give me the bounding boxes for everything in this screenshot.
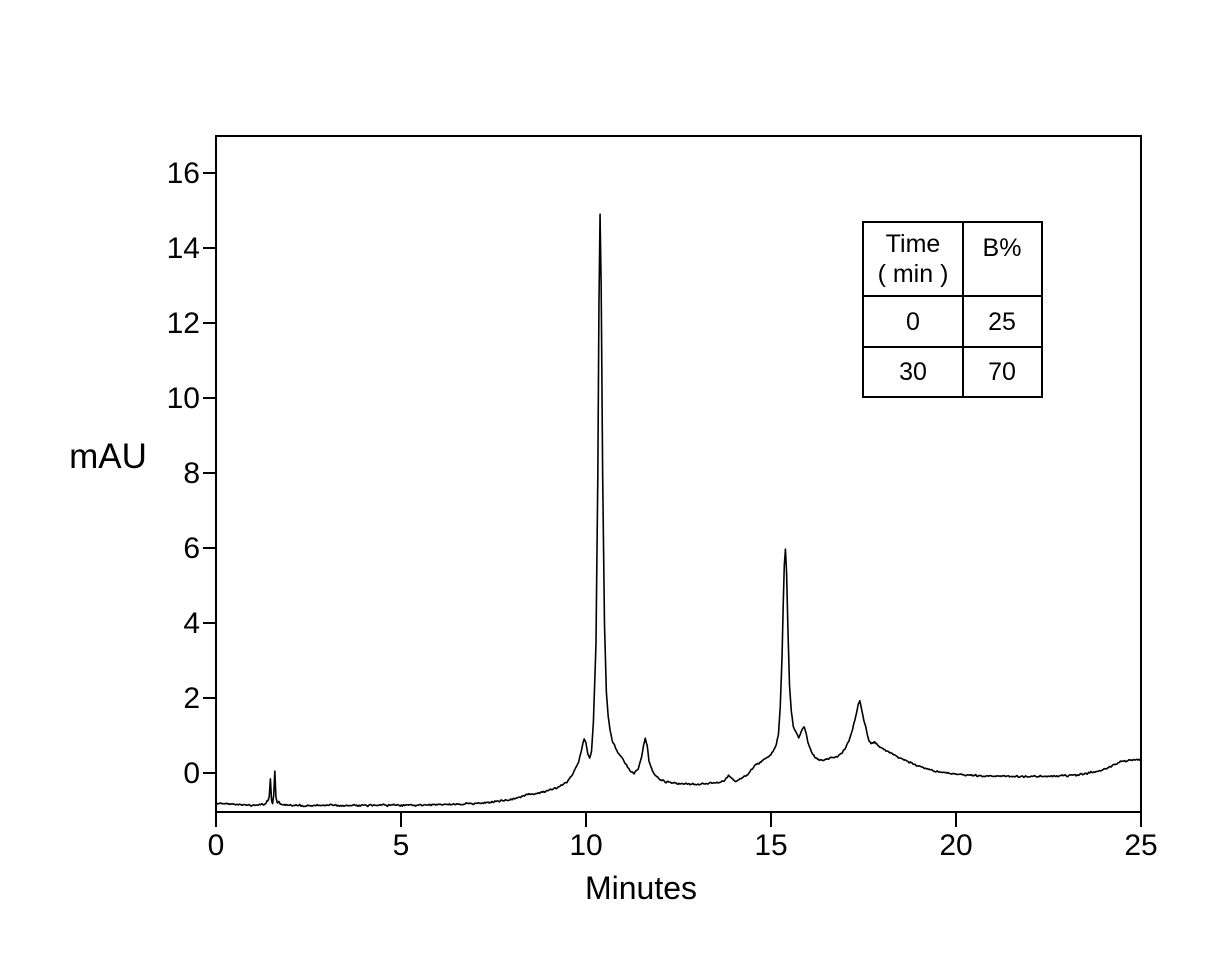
svg-text:70: 70 (988, 358, 1016, 386)
svg-text:6: 6 (183, 532, 200, 565)
svg-text:0: 0 (906, 308, 920, 336)
svg-text:4: 4 (183, 607, 200, 640)
svg-text:B%: B% (983, 234, 1022, 262)
svg-text:8: 8 (183, 457, 200, 490)
svg-text:16: 16 (167, 157, 200, 190)
svg-text:20: 20 (939, 829, 972, 862)
svg-text:10: 10 (167, 382, 200, 415)
svg-text:14: 14 (167, 232, 200, 265)
svg-text:12: 12 (167, 307, 200, 340)
svg-text:Minutes: Minutes (585, 870, 697, 906)
svg-text:mAU: mAU (69, 437, 147, 476)
svg-text:25: 25 (988, 308, 1016, 336)
svg-text:( min ): ( min ) (878, 260, 949, 288)
svg-text:2: 2 (183, 682, 200, 715)
svg-text:25: 25 (1124, 829, 1157, 862)
svg-text:Time: Time (886, 230, 941, 258)
svg-text:15: 15 (754, 829, 787, 862)
svg-text:5: 5 (393, 829, 410, 862)
svg-text:0: 0 (208, 829, 225, 862)
svg-text:10: 10 (569, 829, 602, 862)
svg-text:0: 0 (183, 757, 200, 790)
svg-text:30: 30 (899, 358, 927, 386)
